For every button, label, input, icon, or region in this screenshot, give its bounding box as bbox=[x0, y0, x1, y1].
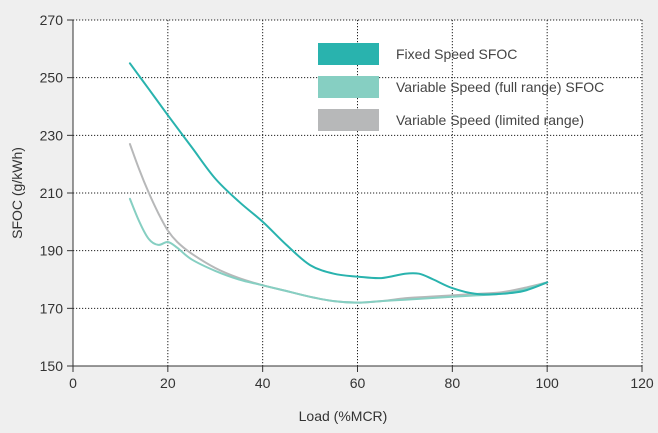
series-layer bbox=[128, 62, 549, 304]
legend-label-variable-speed-limited-range: Variable Speed (limited range) bbox=[396, 112, 584, 128]
y-tick-label: 250 bbox=[40, 70, 64, 86]
legend-label-variable-speed-full-range: Variable Speed (full range) SFOC bbox=[396, 79, 604, 95]
series-line-variable-speed-full-range bbox=[128, 197, 549, 304]
x-tick-label: 120 bbox=[630, 375, 654, 391]
x-axis-label: Load (%MCR) bbox=[299, 408, 388, 424]
x-tick-label: 20 bbox=[160, 375, 176, 391]
legend: Fixed Speed SFOC Variable Speed (full ran… bbox=[318, 43, 604, 131]
y-tick-label: 150 bbox=[40, 358, 64, 374]
y-tick-label: 230 bbox=[40, 127, 64, 143]
x-tick-label: 60 bbox=[350, 375, 366, 391]
x-tick-label: 100 bbox=[535, 375, 559, 391]
x-tick-label: 80 bbox=[445, 375, 461, 391]
x-tick-label: 0 bbox=[69, 375, 77, 391]
legend-label-fixed-speed: Fixed Speed SFOC bbox=[396, 46, 517, 62]
axes: 150 170 190 210 230 250 270 0 20 40 60 80 100 120 bbox=[40, 12, 654, 391]
x-tick-label: 40 bbox=[255, 375, 271, 391]
series-line-fixed-speed bbox=[128, 62, 549, 296]
y-tick-label: 270 bbox=[40, 12, 64, 28]
legend-swatch-variable-speed-full-range bbox=[318, 76, 379, 98]
y-tick-label: 210 bbox=[40, 185, 64, 201]
y-tick-label: 170 bbox=[40, 300, 64, 316]
y-tick-label: 190 bbox=[40, 243, 64, 259]
legend-swatch-variable-speed-limited-range bbox=[318, 109, 379, 131]
grid bbox=[73, 19, 643, 366]
y-axis-label: SFOC (g/kWh) bbox=[9, 147, 25, 239]
legend-swatch-fixed-speed bbox=[318, 43, 379, 65]
